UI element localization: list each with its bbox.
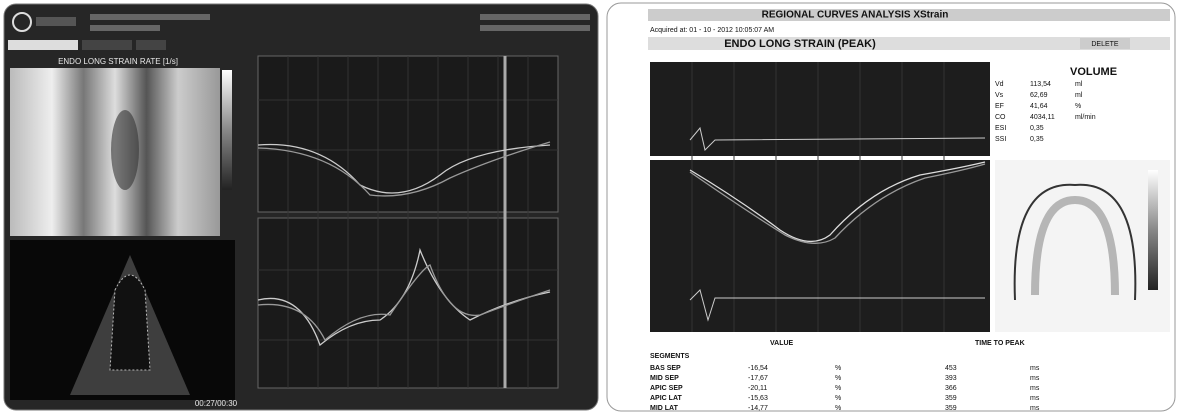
- volume-cell: ml: [1075, 92, 1083, 99]
- segment-cell: 453: [945, 365, 957, 372]
- volume-cell: ml: [1075, 81, 1083, 88]
- strain-curve: [650, 160, 990, 332]
- playback-time: 00:27/00:30: [195, 399, 238, 408]
- segment-cell: ms: [1030, 375, 1040, 382]
- segment-cell: ms: [1030, 365, 1040, 372]
- map-title: ENDO LONG STRAIN RATE [1/s]: [58, 57, 178, 66]
- segment-cell: 359: [945, 405, 957, 412]
- segment-cell: %: [835, 375, 841, 382]
- segment-cell: BAS SEP: [650, 365, 681, 372]
- segment-cell: -17,67: [748, 375, 768, 382]
- volume-cell: 0,35: [1030, 125, 1044, 132]
- volume-title: VOLUME: [1070, 66, 1117, 78]
- volume-cell: ESI: [995, 125, 1006, 132]
- volume-cell: SSI: [995, 136, 1006, 143]
- segment-cell: %: [835, 395, 841, 402]
- left-panel: ENDO LONG STRAIN RATE [1/s] 00:27/00:30: [4, 4, 598, 410]
- segment-cell: -20,11: [748, 385, 767, 392]
- report-title: REGIONAL CURVES ANALYSIS XStrain: [762, 10, 949, 21]
- volume-cell: 113,54: [1030, 81, 1051, 88]
- tab[interactable]: [82, 40, 132, 50]
- volume-cell: Vd: [995, 81, 1004, 88]
- segment-cell: APIC SEP: [650, 385, 683, 392]
- segment-cell: -16,54: [748, 365, 768, 372]
- segment-cell: 359: [945, 395, 957, 402]
- segment-cell: MID SEP: [650, 375, 679, 382]
- segment-cell: ms: [1030, 385, 1040, 392]
- segment-cell: APIC LAT: [650, 395, 682, 402]
- segment-cell: -14,77: [748, 405, 768, 412]
- tab[interactable]: [8, 40, 78, 50]
- measure-title: ENDO LONG STRAIN (PEAK): [724, 38, 876, 50]
- volume-cell: 0,35: [1030, 136, 1044, 143]
- volume-cell: 62,69: [1030, 92, 1048, 99]
- screens: ENDO LONG STRAIN RATE [1/s] 00:27/00:30 …: [0, 0, 1179, 414]
- segment-cell: %: [835, 385, 841, 392]
- segment-cell: 366: [945, 385, 957, 392]
- segment-cell: MID LAT: [650, 405, 679, 412]
- color-bar: [222, 70, 232, 190]
- segment-cell: 393: [945, 375, 957, 382]
- delete-label: DELETE: [1091, 41, 1119, 48]
- upper-curve: [650, 62, 990, 156]
- segment-cell: ms: [1030, 395, 1040, 402]
- report-panel: REGIONAL CURVES ANALYSIS XStrain Acquire…: [607, 3, 1175, 412]
- segment-cell: -15,63: [748, 395, 768, 402]
- volume-cell: Vs: [995, 92, 1004, 99]
- segment-cell: %: [835, 405, 841, 412]
- column-header: TIME TO PEAK: [975, 340, 1025, 347]
- volume-cell: 41,64: [1030, 103, 1048, 110]
- acquired: Acquired at: 01 - 10 - 2012 10:05:07 AM: [650, 27, 774, 34]
- segment-cell: ms: [1030, 405, 1040, 412]
- tab[interactable]: [136, 40, 166, 50]
- volume-cell: 4034,11: [1030, 114, 1055, 121]
- volume-cell: ml/min: [1075, 114, 1096, 121]
- column-header: VALUE: [770, 340, 794, 347]
- segments-label: SEGMENTS: [650, 353, 690, 360]
- volume-cell: %: [1075, 103, 1081, 110]
- page: {"left_panel": {"map_title": "ENDO LONG …: [0, 0, 1179, 414]
- volume-cell: CO: [995, 114, 1006, 121]
- segment-cell: %: [835, 365, 841, 372]
- volume-cell: EF: [995, 103, 1004, 110]
